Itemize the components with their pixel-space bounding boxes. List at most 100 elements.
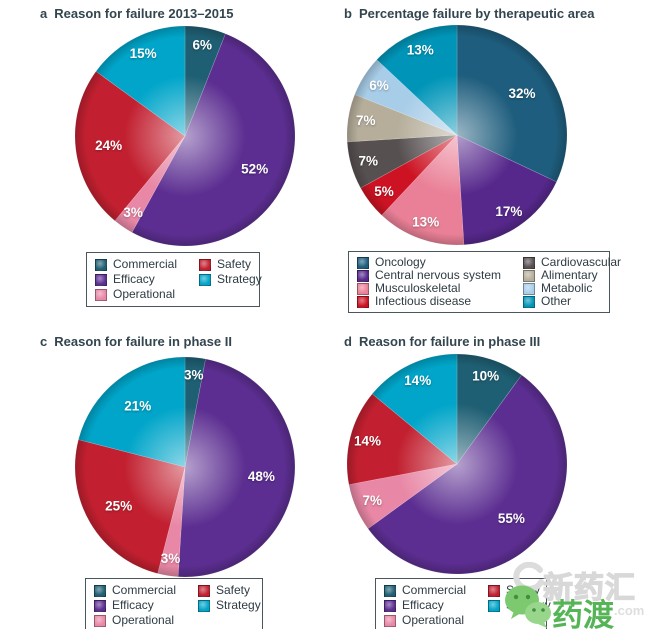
legend-column: Safety Strategy bbox=[199, 257, 262, 302]
slice-percentage-label: 7% bbox=[356, 113, 376, 128]
legend-column: Commercial Efficacy Operational bbox=[94, 583, 188, 628]
legend-swatch bbox=[198, 584, 210, 597]
slice-percentage-label: 48% bbox=[248, 469, 275, 484]
legend-swatch bbox=[94, 584, 106, 597]
legend-label: Central nervous system bbox=[375, 268, 502, 282]
legend-item-safety: Safety bbox=[199, 257, 262, 272]
legend-item-commercial: Commercial bbox=[95, 257, 189, 272]
panel-d-letter: d bbox=[344, 334, 352, 349]
legend-item-safety: Safety bbox=[198, 583, 261, 598]
legend-column: Safety Strategy bbox=[198, 583, 261, 628]
legend-item-efficacy: Efficacy bbox=[384, 598, 478, 613]
legend-label: Commercial bbox=[113, 257, 178, 271]
slice-percentage-label: 7% bbox=[359, 153, 379, 168]
legend-item-other: Other bbox=[523, 295, 621, 308]
slice-percentage-label: 6% bbox=[369, 78, 389, 93]
legend-swatch bbox=[199, 258, 211, 271]
slice-percentage-label: 10% bbox=[472, 369, 499, 384]
slice-percentage-label: 3% bbox=[184, 368, 204, 383]
legend-label: Safety bbox=[506, 583, 541, 597]
pie-center-glow bbox=[347, 354, 567, 574]
pie-center-glow bbox=[75, 357, 295, 577]
panel-c-title: c Reason for failure in phase II bbox=[40, 334, 232, 349]
legend-column: Commercial Efficacy Operational bbox=[95, 257, 189, 302]
legend-item-strategy: Strategy bbox=[198, 598, 261, 613]
legend-label: Alimentary bbox=[541, 268, 598, 282]
legend-label: Safety bbox=[216, 583, 251, 597]
legend-swatch bbox=[94, 599, 106, 612]
legend-item-commercial: Commercial bbox=[94, 583, 188, 598]
legend-label: Oncology bbox=[375, 255, 426, 269]
legend-item-cardiovascular: Cardiovascular bbox=[523, 256, 621, 269]
slice-percentage-label: 7% bbox=[362, 493, 382, 508]
legend-swatch bbox=[95, 258, 107, 271]
legend-swatch bbox=[523, 269, 535, 282]
legend-swatch bbox=[488, 584, 500, 597]
legend-item-strategy: Strategy bbox=[199, 272, 262, 287]
slice-percentage-label: 15% bbox=[130, 46, 157, 61]
legend-item-strategy: Strategy bbox=[488, 598, 551, 613]
watermark-suffix-text: .com bbox=[614, 603, 645, 618]
legend-swatch bbox=[523, 282, 535, 295]
legend-swatch bbox=[199, 273, 211, 286]
legend-swatch bbox=[523, 295, 535, 308]
pie-center-glow bbox=[75, 26, 295, 246]
legend-label: Operational bbox=[112, 613, 175, 627]
pie-chart-b: 32% 17% 13% 5% 7% 7% 6% 13% bbox=[346, 24, 568, 246]
legend-item-efficacy: Efficacy bbox=[95, 272, 189, 287]
legend-swatch bbox=[95, 273, 107, 286]
legend-label: Cardiovascular bbox=[541, 255, 622, 269]
legend-a: Commercial Efficacy Operational Safety Stra… bbox=[86, 252, 262, 307]
legend-swatch bbox=[357, 256, 369, 269]
legend-item-operational: Operational bbox=[94, 613, 188, 628]
legend-swatch bbox=[488, 599, 500, 612]
legend-item-efficacy: Efficacy bbox=[94, 598, 188, 613]
legend-swatch bbox=[357, 269, 369, 282]
legend-swatch bbox=[357, 282, 369, 295]
legend-item-metabolic: Metabolic bbox=[523, 282, 621, 295]
panel-b-letter: b bbox=[344, 6, 352, 21]
pie-chart-d: 10% 55% 7% 14% 14% bbox=[346, 353, 568, 575]
slice-percentage-label: 3% bbox=[161, 551, 181, 566]
legend-swatch bbox=[384, 584, 396, 597]
legend-label: Strategy bbox=[216, 598, 261, 612]
panel-c-letter: c bbox=[40, 334, 48, 349]
legend-label: Strategy bbox=[506, 598, 551, 612]
legend-label: Infectious disease bbox=[375, 294, 472, 308]
legend-item-oncology: Oncology bbox=[357, 256, 513, 269]
legend-c: Commercial Efficacy Operational Safety Stra… bbox=[85, 578, 263, 629]
legend-label: Commercial bbox=[402, 583, 467, 597]
legend-label: Operational bbox=[402, 613, 465, 627]
legend-label: Safety bbox=[217, 257, 252, 271]
slice-percentage-label: 5% bbox=[374, 184, 394, 199]
slice-percentage-label: 6% bbox=[193, 38, 213, 53]
slice-percentage-label: 32% bbox=[508, 86, 535, 101]
legend-item-operational: Operational bbox=[384, 613, 478, 628]
legend-swatch bbox=[384, 614, 396, 627]
legend-label: Efficacy bbox=[113, 272, 155, 286]
legend-label: Metabolic bbox=[541, 281, 593, 295]
legend-swatch bbox=[95, 288, 107, 301]
legend-item-infectious-disease: Infectious disease bbox=[357, 295, 513, 308]
slice-percentage-label: 25% bbox=[105, 499, 132, 514]
legend-item-operational: Operational bbox=[95, 287, 189, 302]
slice-percentage-label: 13% bbox=[412, 214, 439, 229]
legend-swatch bbox=[357, 295, 369, 308]
pie-chart-a: 6% 52% 3% 24% 15% bbox=[74, 25, 296, 247]
legend-swatch bbox=[523, 256, 535, 269]
slice-percentage-label: 3% bbox=[123, 205, 143, 220]
slice-percentage-label: 17% bbox=[495, 204, 522, 219]
slice-percentage-label: 14% bbox=[354, 434, 381, 449]
legend-item-commercial: Commercial bbox=[384, 583, 478, 598]
legend-label: Strategy bbox=[217, 272, 262, 286]
legend-column: Cardiovascular Alimentary Metabolic Other bbox=[523, 256, 621, 308]
legend-label: Other bbox=[541, 294, 572, 308]
slice-percentage-label: 55% bbox=[498, 511, 525, 526]
legend-swatch bbox=[384, 599, 396, 612]
legend-item-alimentary: Alimentary bbox=[523, 269, 621, 282]
legend-swatch bbox=[94, 614, 106, 627]
slice-percentage-label: 13% bbox=[407, 43, 434, 58]
panel-a-title: a Reason for failure 2013–2015 bbox=[40, 6, 234, 21]
legend-swatch bbox=[198, 599, 210, 612]
